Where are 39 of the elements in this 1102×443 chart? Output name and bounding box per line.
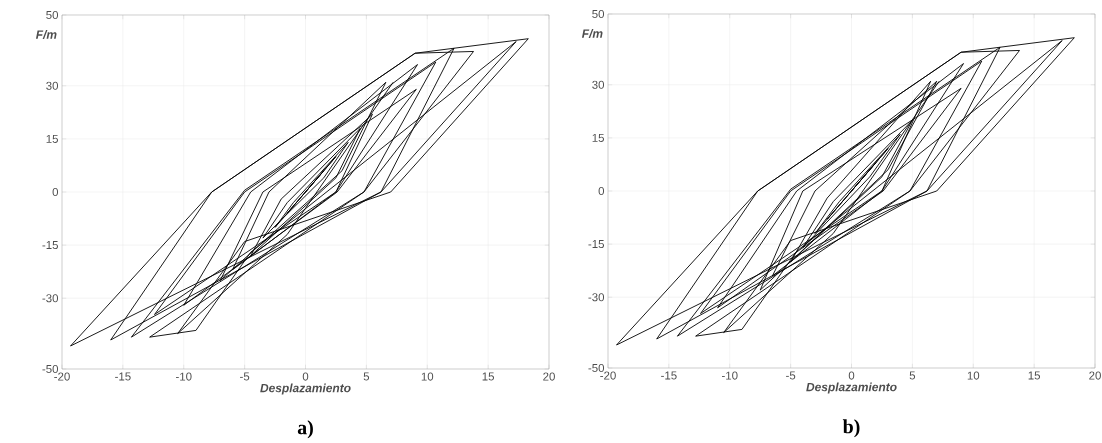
y-tick-label: 0 bbox=[598, 186, 605, 196]
y-tick-label: -15 bbox=[42, 241, 58, 250]
x-tick-label: 20 bbox=[1089, 371, 1101, 380]
y-tick-label: -30 bbox=[42, 294, 59, 303]
x-tick-label: -15 bbox=[115, 372, 131, 381]
x-tick-label: 10 bbox=[967, 371, 980, 380]
y-tick-label: -30 bbox=[588, 293, 605, 302]
x-tick-label: 15 bbox=[482, 372, 495, 381]
x-tick-label: -10 bbox=[175, 372, 192, 381]
x-tick-label: -5 bbox=[786, 371, 796, 380]
x-tick-label: -15 bbox=[661, 371, 677, 380]
x-tick-label: 10 bbox=[421, 372, 434, 381]
x-axis-title: Desplazamiento bbox=[260, 383, 351, 395]
x-tick-label: -10 bbox=[721, 371, 738, 380]
x-tick-label: 0 bbox=[848, 371, 855, 380]
x-tick-label: 0 bbox=[302, 372, 309, 381]
y-tick-label: 0 bbox=[52, 187, 59, 197]
text: b) bbox=[842, 419, 860, 438]
y-tick-label: -50 bbox=[588, 363, 605, 373]
y-tick-label: 30 bbox=[46, 81, 59, 90]
x-tick-label: 15 bbox=[1028, 371, 1041, 380]
line-series bbox=[616, 37, 1075, 346]
y-tick-label: -50 bbox=[42, 364, 59, 374]
x-axis-title: Desplazamiento bbox=[806, 382, 897, 394]
x-tick-label: -20 bbox=[54, 372, 70, 381]
text: a) bbox=[297, 420, 313, 439]
x-tick-label: 20 bbox=[543, 372, 555, 381]
y-tick-label: 15 bbox=[46, 134, 58, 143]
y-tick-label: 50 bbox=[46, 10, 59, 20]
y-tick-label: 50 bbox=[592, 9, 605, 19]
x-tick-label: -20 bbox=[600, 371, 616, 380]
y-tick-label: 30 bbox=[592, 80, 605, 89]
y-tick-label: -15 bbox=[588, 240, 604, 249]
y-axis-title: F/m bbox=[35, 30, 57, 39]
y-tick-label: 15 bbox=[592, 133, 604, 142]
x-tick-label: 5 bbox=[363, 372, 370, 381]
x-tick-label: 5 bbox=[909, 371, 916, 380]
y-axis-title: F/m bbox=[581, 29, 603, 38]
x-tick-label: -5 bbox=[240, 372, 250, 381]
